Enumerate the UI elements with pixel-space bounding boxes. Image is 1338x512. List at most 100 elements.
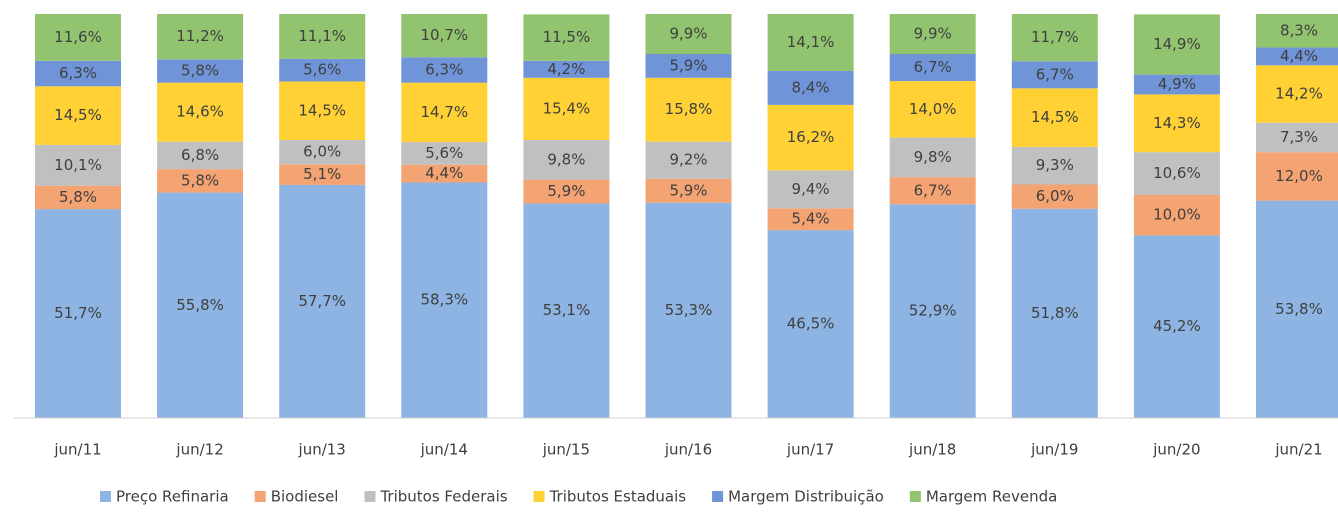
legend-swatch <box>533 491 545 502</box>
data-label: 11,6% <box>54 28 102 46</box>
data-label: 14,0% <box>909 100 957 118</box>
bar-segment <box>157 14 244 60</box>
bar-segment <box>401 142 488 165</box>
data-label: 9,3% <box>1036 156 1074 174</box>
x-tick-label: jun/18 <box>908 441 956 459</box>
data-label: 45,2% <box>1153 317 1201 335</box>
legend-label: Biodiesel <box>271 488 339 506</box>
bar-segment <box>157 141 244 170</box>
data-label: 14,5% <box>1031 108 1079 126</box>
bar-segment <box>157 169 244 193</box>
data-label: 52,9% <box>909 302 957 320</box>
bar-segment <box>889 204 976 418</box>
bar-segment <box>645 77 732 142</box>
data-label: 11,7% <box>1031 28 1079 46</box>
bar-segment <box>1133 194 1220 236</box>
bar-segment <box>35 60 121 87</box>
data-label: 51,8% <box>1031 304 1079 322</box>
data-label: 7,3% <box>1280 128 1318 146</box>
bar-segment <box>401 164 488 183</box>
bar-segment <box>889 14 976 54</box>
data-label: 5,9% <box>669 181 707 199</box>
bar-segment <box>1256 14 1338 48</box>
legend-swatch <box>909 491 921 502</box>
bar-segment <box>1256 122 1338 153</box>
bar-segment <box>767 170 854 209</box>
legend-label: Margem Distribuição <box>728 488 884 506</box>
data-label: 6,0% <box>1036 187 1074 205</box>
data-label: 53,8% <box>1275 300 1323 318</box>
data-label: 14,2% <box>1275 84 1323 102</box>
bar-segment <box>1011 61 1098 89</box>
x-tick-label: jun/21 <box>1274 441 1322 459</box>
bar-segment <box>767 230 854 418</box>
bar-segment <box>401 82 488 143</box>
bar-segment <box>157 82 244 142</box>
data-label: 5,1% <box>303 165 341 183</box>
bar-segment <box>279 14 366 59</box>
x-tick-label: jun/15 <box>542 441 590 459</box>
legend-swatch <box>364 491 376 502</box>
data-label: 9,2% <box>669 151 707 169</box>
data-label: 6,7% <box>1036 65 1074 83</box>
data-label: 5,8% <box>59 188 97 206</box>
x-tick-label: jun/16 <box>664 441 712 459</box>
data-label: 8,3% <box>1280 21 1318 39</box>
data-label: 10,0% <box>1153 206 1201 224</box>
data-label: 57,7% <box>298 292 346 310</box>
data-label: 11,1% <box>298 27 346 45</box>
bar-segment <box>523 203 610 418</box>
legend-swatch <box>100 491 111 502</box>
bar-segment <box>1133 14 1220 75</box>
bar-segment <box>401 14 488 58</box>
bar-segment <box>645 141 732 179</box>
data-label: 6,3% <box>425 60 463 78</box>
bar-segment <box>35 209 121 418</box>
bar-segment <box>1256 47 1338 66</box>
bar-segment <box>767 70 854 105</box>
bar-segment <box>523 14 610 61</box>
data-label: 6,7% <box>914 58 952 76</box>
bar-segment <box>1011 208 1098 418</box>
data-label: 5,9% <box>547 182 585 200</box>
data-label: 9,9% <box>669 24 707 42</box>
bar-segment <box>1133 235 1220 418</box>
data-label: 46,5% <box>787 315 835 333</box>
data-label: 9,8% <box>547 150 585 168</box>
bar-segment <box>767 104 854 171</box>
bar-segment <box>279 184 366 418</box>
bar-segment <box>35 14 121 61</box>
bar-segment <box>1011 14 1098 62</box>
bar-segment <box>401 57 488 83</box>
x-tick-label: jun/11 <box>53 441 101 459</box>
bar-segment <box>1133 94 1220 153</box>
data-label: 5,6% <box>303 61 341 79</box>
data-label: 6,0% <box>303 143 341 161</box>
bar-segment <box>889 177 976 205</box>
bar-segment <box>1133 74 1220 95</box>
data-label: 5,8% <box>181 61 219 79</box>
data-label: 5,9% <box>669 56 707 74</box>
data-label: 5,6% <box>425 144 463 162</box>
data-label: 51,7% <box>54 304 102 322</box>
bar-segment <box>645 178 732 203</box>
data-label: 4,4% <box>1280 47 1318 65</box>
bar-segment <box>157 192 244 418</box>
bar-segment <box>645 202 732 418</box>
legend-label: Margem Revenda <box>926 488 1057 506</box>
data-label: 11,5% <box>543 28 591 46</box>
data-label: 6,7% <box>914 181 952 199</box>
bar-segment <box>1133 152 1220 195</box>
data-label: 10,1% <box>54 156 102 174</box>
data-label: 53,1% <box>543 301 591 319</box>
bar-segment <box>645 53 732 78</box>
bar-segment <box>645 14 732 54</box>
bar-segment <box>401 182 488 418</box>
data-label: 9,4% <box>792 180 830 198</box>
x-tick-label: jun/12 <box>175 441 223 459</box>
bar-segment <box>279 58 366 82</box>
legend-swatch <box>254 491 266 502</box>
data-label: 4,2% <box>547 60 585 78</box>
legend-label: Tributos Federais <box>379 488 507 506</box>
